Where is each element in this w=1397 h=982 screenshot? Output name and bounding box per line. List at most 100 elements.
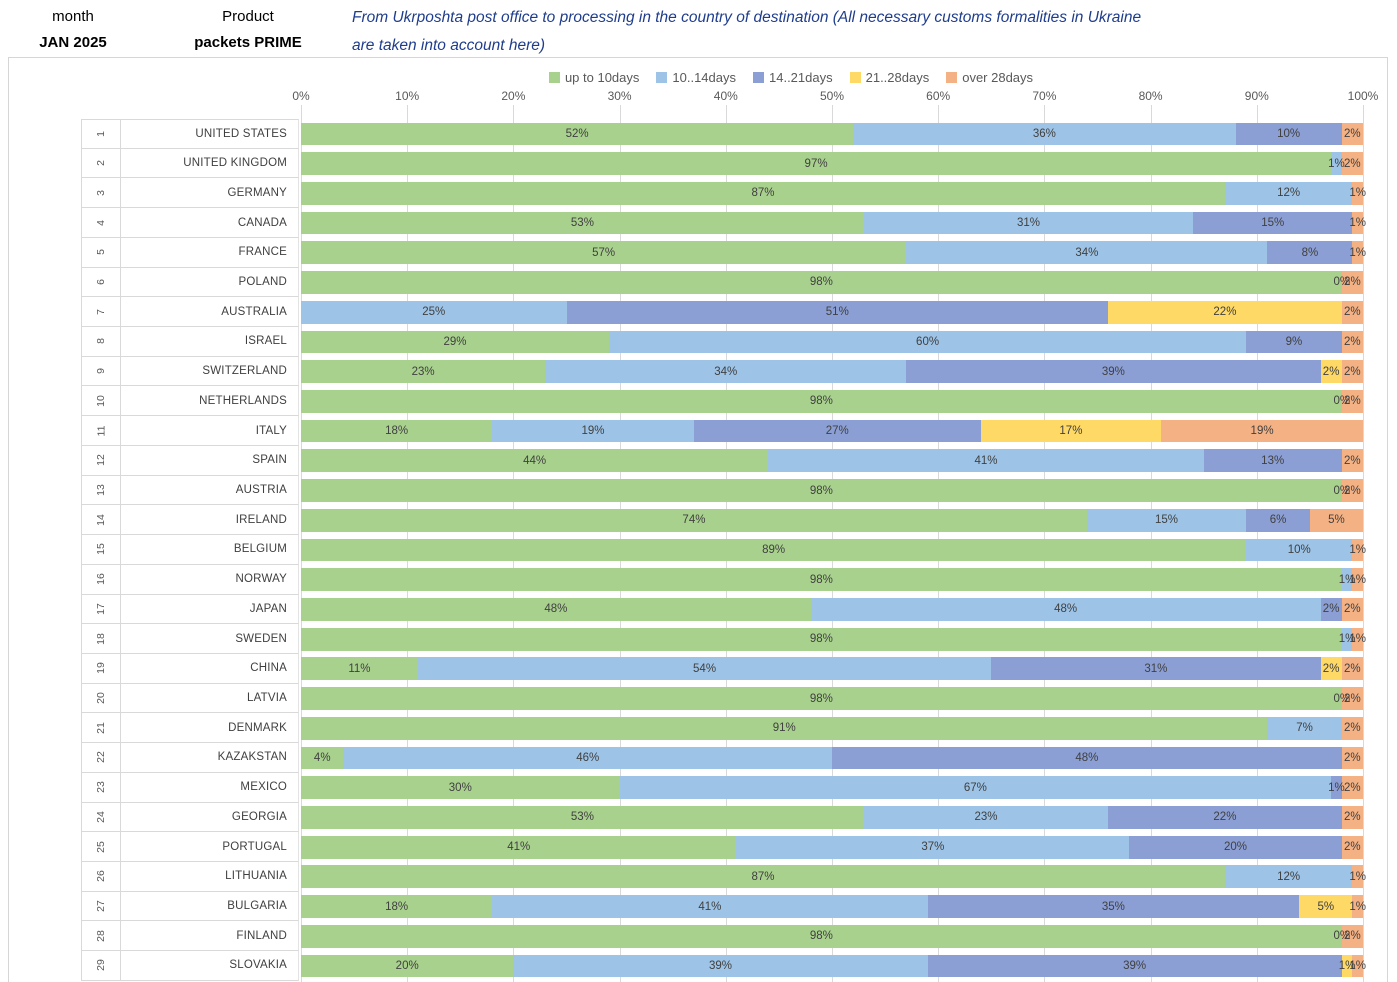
bar-segment-10-14days: 19% <box>492 419 694 443</box>
country-label: UNITED STATES <box>195 127 287 140</box>
bar-segment-label: 2% <box>1344 930 1361 943</box>
bar-segment-over-28days: 2% <box>1341 924 1363 948</box>
bar-segment-over-28days: 2% <box>1341 598 1363 621</box>
bar-segment-21-28days: 5% <box>1299 895 1353 918</box>
bar-segment-up-to-10days: 48% <box>301 598 811 621</box>
bar-segment-over-28days: 1% <box>1349 865 1366 889</box>
row-number-text: 19 <box>95 662 107 675</box>
row-label-cells: 24 GEORGIA <box>81 802 299 833</box>
bar-segment-label: 98% <box>809 633 833 646</box>
bar-segment-over-28days: 2% <box>1341 716 1363 740</box>
country-label: UNITED KINGDOM <box>183 157 287 170</box>
table-row: 14 IRELAND 74% 15% 6% 5% <box>81 505 1363 536</box>
country-label: BULGARIA <box>227 900 287 913</box>
bar-segment-label: 0% <box>1333 276 1351 289</box>
bar-segment-label: 1% <box>1349 187 1366 200</box>
bar-segment-14-21days: 9% <box>1246 330 1342 354</box>
table-row: 26 LITHUANIA 87% 12% 1% <box>81 861 1366 892</box>
table-row: 13 AUSTRIA 98% 0% 2% <box>81 475 1363 506</box>
bar-segment-10-14days: 31% <box>863 211 1194 235</box>
bar-segment-label: 1% <box>1349 870 1366 883</box>
bar-segment-label: 1% <box>1349 246 1366 259</box>
row-label-cells: 19 CHINA <box>81 653 299 684</box>
row-number-text: 23 <box>95 781 107 794</box>
x-tick-label: 100% <box>1347 89 1379 103</box>
bar-track: 98% 0% 2% <box>301 389 1363 413</box>
bar-segment-label: 39% <box>1123 960 1147 973</box>
row-label-cells: 21 DENMARK <box>81 713 299 744</box>
bar-segment-label: 23% <box>974 811 998 824</box>
bar-segment-label: 39% <box>708 960 732 973</box>
bar-segment-label: 74% <box>682 514 706 527</box>
row-number-text: 27 <box>95 900 107 912</box>
bar-segment-14-21days: 35% <box>927 895 1300 918</box>
bar-segment-over-28days: 2% <box>1341 271 1363 294</box>
bar-segment-label: 20% <box>395 960 419 973</box>
row-label-cells: 1 UNITED STATES <box>81 119 299 149</box>
bar-segment-label: 98% <box>809 930 833 943</box>
row-number-text: 9 <box>95 368 107 375</box>
product-value: packets PRIME <box>194 34 302 51</box>
table-row: 16 NORWAY 98% 1% 1% <box>81 564 1366 595</box>
bar-segment-label: 0% <box>1333 395 1351 408</box>
row-number-text: 26 <box>95 870 107 883</box>
table-row: 5 FRANCE 57% 34% 8% 1% <box>81 237 1366 268</box>
bar-track: 98% 1% 1% <box>301 568 1366 592</box>
bar-track: 91% 7% 2% <box>301 716 1363 740</box>
bar-segment-up-to-10days: 98% <box>301 627 1342 651</box>
bar-track: 53% 31% 15% 1% <box>301 211 1366 235</box>
bar-segment-label: 25% <box>422 306 446 319</box>
bar-segment-over-28days: 1% <box>1349 211 1366 235</box>
country-label: GEORGIA <box>231 810 287 823</box>
country-label: SPAIN <box>252 454 287 467</box>
row-label-cells: 11 ITALY <box>81 416 299 446</box>
gridline <box>1363 105 1364 982</box>
x-tick-label: 90% <box>1244 89 1269 103</box>
row-label-cells: 27 BULGARIA <box>81 891 299 922</box>
bar-segment-label: 15% <box>1261 217 1285 230</box>
row-number-text: 5 <box>95 249 107 256</box>
bar-segment-label: 12% <box>1277 187 1301 200</box>
bar-segment-label: 2% <box>1344 365 1361 378</box>
legend-label: over 28days <box>962 69 1034 85</box>
bar-segment-over-28days: 1% <box>1349 627 1366 651</box>
bar-segment-label: 22% <box>1213 306 1237 319</box>
row-number: 22 <box>82 743 121 772</box>
row-label-cells: 8 ISRAEL <box>81 327 299 357</box>
rows: 1 UNITED STATES 52% 36% 10% 2% 2 UNITED KINGDOM… <box>81 119 1366 981</box>
row-number: 28 <box>82 921 121 951</box>
row-label-cells: 10 NETHERLANDS <box>81 386 299 417</box>
row-number: 15 <box>82 535 121 564</box>
country-label: NORWAY <box>235 573 287 586</box>
bar-segment-label: 2% <box>1344 276 1361 289</box>
bar-segment-label: 2% <box>1344 395 1361 408</box>
row-label-cells: 6 POLAND <box>81 267 299 298</box>
bar-segment-up-to-10days: 74% <box>301 508 1087 532</box>
row-number: 4 <box>82 208 121 237</box>
row-label-cells: 7 AUSTRALIA <box>81 297 299 328</box>
bar-segment-14-21days: 20% <box>1129 835 1342 859</box>
bar-segment-up-to-10days: 53% <box>301 806 864 829</box>
row-number-text: 22 <box>95 751 107 764</box>
row-number-text: 29 <box>95 959 107 972</box>
bar-track: 44% 41% 13% 2% <box>301 449 1363 473</box>
row-number: 5 <box>82 237 121 267</box>
bar-track: 98% 0% 2% <box>301 924 1363 948</box>
bar-segment-label: 0% <box>1333 484 1351 497</box>
bar-segment-label: 1% <box>1338 573 1356 586</box>
row-number: 3 <box>82 178 121 208</box>
bar-segment-10-14days: 12% <box>1224 865 1353 889</box>
bar-segment-10-14days: 41% <box>768 449 1204 473</box>
bar-segment-over-28days: 2% <box>1341 300 1363 324</box>
bar-segment-label: 97% <box>804 157 828 170</box>
bar-segment-label: 5% <box>1317 900 1335 913</box>
bar-segment-label: 57% <box>592 246 616 259</box>
bar-segment-14-21days: 39% <box>906 360 1321 384</box>
row-label-cells: 26 LITHUANIA <box>81 861 299 892</box>
table-row: 22 KAZAKSTAN 4% 46% 48% 2% <box>81 743 1363 773</box>
bar-segment-10-14days: 39% <box>513 954 928 978</box>
bar-segment-over-28days: 1% <box>1349 538 1366 562</box>
table-row: 11 ITALY 18% 19% 27% 17% 19% <box>81 416 1363 446</box>
x-axis: 0% 10% 20% 30% 40% 50% 60% 70% 80% 90% 100% <box>9 89 1387 105</box>
row-number: 26 <box>82 861 121 891</box>
